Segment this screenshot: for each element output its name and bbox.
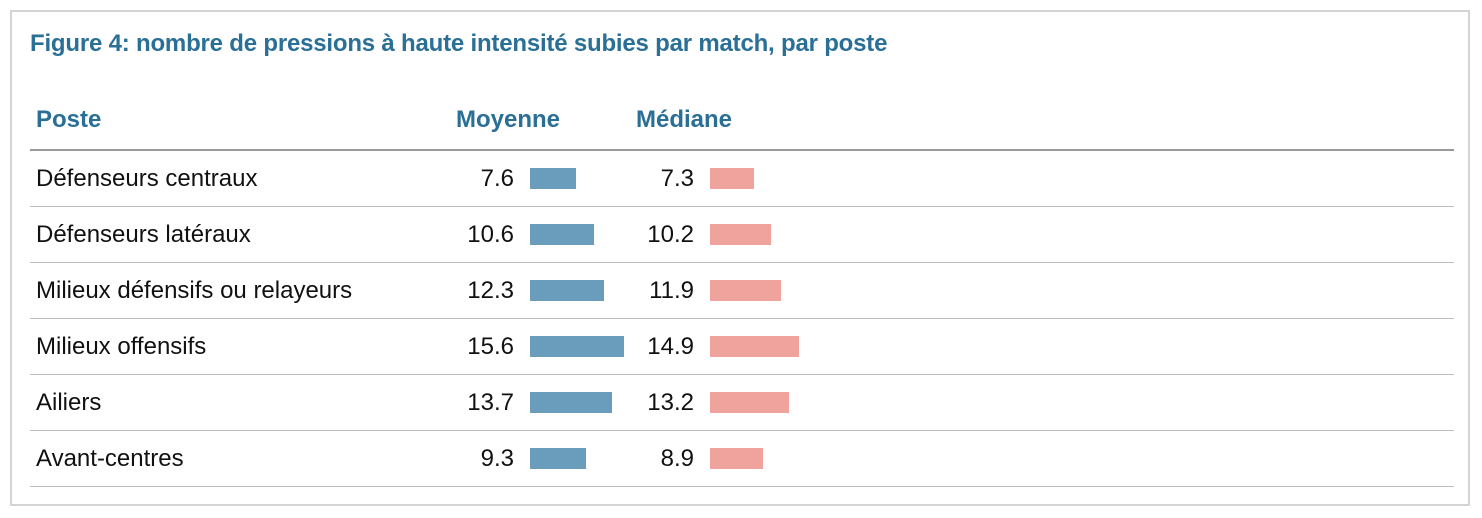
moyenne-value: 9.3: [480, 445, 514, 472]
table-row: Défenseurs latéraux 10.6 10.2: [30, 207, 1454, 263]
poste-label: Milieux offensifs: [36, 333, 207, 360]
mediane-value: 8.9: [660, 445, 694, 472]
moyenne-value: 10.6: [467, 221, 514, 248]
mediane-bar: [710, 336, 800, 357]
header-divider: [30, 149, 1454, 151]
mediane-value: 13.2: [647, 389, 694, 416]
moyenne-value: 13.7: [467, 389, 514, 416]
moyenne-bar: [530, 392, 613, 413]
moyenne-value: 15.6: [467, 333, 514, 360]
poste-label: Défenseurs latéraux: [36, 221, 251, 248]
moyenne-bar: [530, 336, 624, 357]
poste-label: Milieux défensifs ou relayeurs: [36, 277, 353, 304]
mediane-bar: [710, 224, 772, 245]
table-row: Défenseurs centraux 7.6 7.3: [30, 151, 1454, 207]
mediane-value: 11.9: [649, 277, 694, 304]
table-row: Avant-centres 9.3 8.9: [30, 431, 1454, 487]
table-row: Milieux offensifs 15.6 14.9: [30, 319, 1454, 375]
table-row: Milieux défensifs ou relayeurs 12.3 11.9: [30, 263, 1454, 319]
mediane-value: 7.3: [660, 165, 694, 192]
mediane-bar: [710, 392, 790, 413]
moyenne-bar: [530, 280, 604, 301]
mediane-value: 14.9: [647, 333, 694, 360]
mediane-value: 10.2: [647, 221, 694, 248]
figure-title: Figure 4: nombre de pressions à haute in…: [30, 30, 888, 57]
mediane-bar: [710, 448, 764, 469]
figure-frame: Figure 4: nombre de pressions à haute in…: [10, 10, 1470, 506]
moyenne-bar: [530, 224, 594, 245]
table-row: Ailiers 13.7 13.2: [30, 375, 1454, 431]
poste-label: Avant-centres: [36, 445, 184, 472]
moyenne-bar: [530, 168, 576, 189]
column-header-moyenne: Moyenne: [456, 106, 561, 133]
column-header-poste: Poste: [36, 106, 102, 133]
moyenne-bar: [530, 448, 586, 469]
moyenne-value: 7.6: [480, 165, 514, 192]
mediane-bar: [710, 168, 754, 189]
table-body: Défenseurs centraux 7.6 7.3 Défenseurs laté…: [30, 151, 1454, 487]
mediane-bar: [710, 280, 782, 301]
column-header-mediane: Médiane: [636, 106, 733, 133]
moyenne-value: 12.3: [467, 277, 514, 304]
poste-label: Défenseurs centraux: [36, 165, 258, 192]
poste-label: Ailiers: [36, 389, 102, 416]
